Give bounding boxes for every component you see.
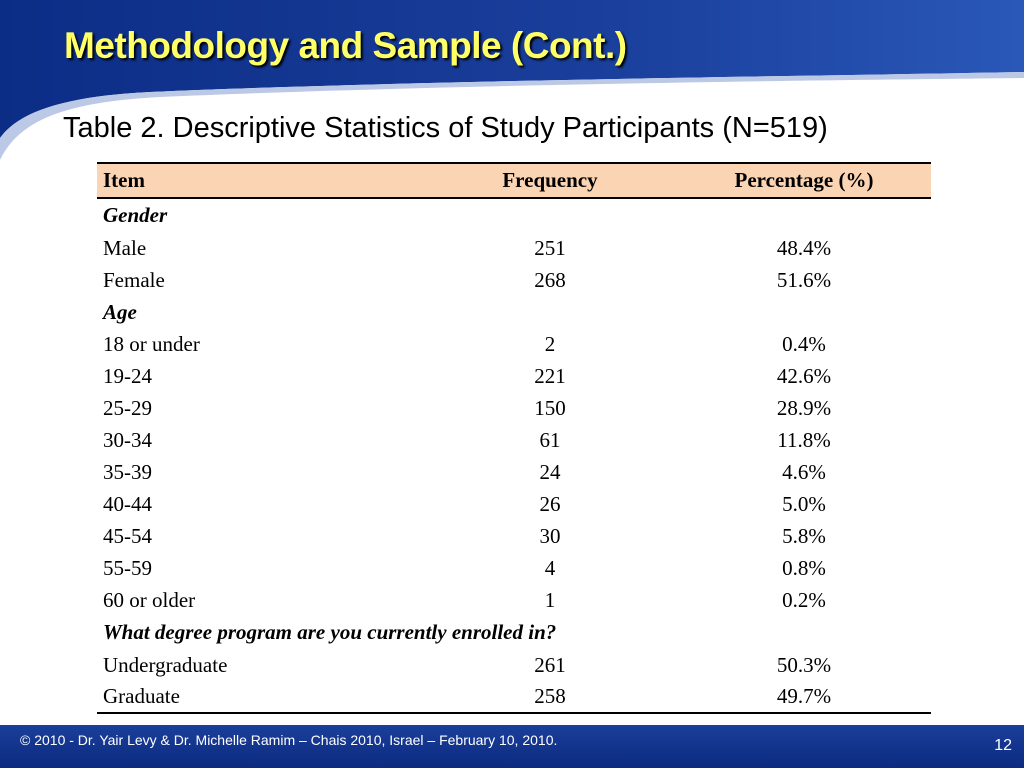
table-row: Graduate 258 49.7% (97, 681, 931, 714)
row-item: 35-39 (103, 459, 152, 484)
row-frequency: 61 (539, 427, 561, 452)
table-row: 30-34 61 11.8% (97, 424, 931, 456)
table-row: 25-29 150 28.9% (97, 392, 931, 424)
footer-bar (0, 725, 1024, 768)
statistics-table-container: Item Frequency Percentage (%) Gender Mal… (97, 162, 931, 714)
row-frequency: 261 (534, 652, 566, 677)
table-row: 18 or under 2 0.4% (97, 328, 931, 360)
row-frequency: 24 (539, 459, 561, 484)
table-caption: Table 2. Descriptive Statistics of Study… (63, 112, 828, 144)
table-row: 19-24 221 42.6% (97, 360, 931, 392)
row-item: 25-29 (103, 395, 152, 420)
table-row: Undergraduate 261 50.3% (97, 649, 931, 681)
group-label: What degree program are you currently en… (103, 620, 557, 644)
row-percentage: 49.7% (677, 681, 931, 714)
row-item: 45-54 (103, 523, 152, 548)
row-percentage: 42.6% (776, 363, 832, 388)
row-percentage: 5.8% (782, 523, 826, 548)
row-item: 18 or under (103, 331, 200, 356)
header-frequency: Frequency (502, 168, 598, 192)
row-percentage: 48.4% (776, 235, 832, 260)
row-percentage: 5.0% (782, 491, 826, 516)
header-banner (0, 0, 1024, 160)
row-percentage: 0.2% (782, 587, 826, 612)
row-frequency: 268 (534, 268, 566, 292)
table-row: 45-54 30 5.8% (97, 520, 931, 552)
row-item: 55-59 (103, 555, 152, 580)
slide-title: Methodology and Sample (Cont.) (64, 25, 627, 66)
row-item: 19-24 (103, 363, 152, 388)
group-label: Age (103, 300, 137, 324)
header-percentage: Percentage (%) (734, 168, 874, 192)
row-frequency: 150 (534, 395, 566, 420)
group-row-gender: Gender (97, 198, 931, 232)
row-item: Undergraduate (103, 652, 228, 677)
row-item: 40-44 (103, 491, 152, 516)
table-row: 55-59 4 0.8% (97, 552, 931, 584)
statistics-table: Item Frequency Percentage (%) Gender Mal… (97, 162, 931, 714)
row-frequency: 26 (539, 491, 561, 516)
table-header-row: Item Frequency Percentage (%) (97, 163, 931, 198)
row-frequency: 221 (534, 363, 566, 388)
row-frequency: 30 (539, 523, 561, 548)
row-percentage: 28.9% (776, 395, 832, 420)
table-row: 35-39 24 4.6% (97, 456, 931, 488)
row-frequency: 2 (544, 331, 556, 356)
row-frequency: 4 (544, 555, 556, 580)
table-row: 40-44 26 5.0% (97, 488, 931, 520)
group-row-degree-program: What degree program are you currently en… (97, 616, 931, 649)
page-number: 12 (994, 737, 1012, 754)
row-frequency: 258 (423, 681, 677, 714)
row-frequency: 251 (534, 235, 566, 260)
table-row: 60 or older 1 0.2% (97, 584, 931, 616)
row-percentage: 4.6% (782, 459, 826, 484)
row-percentage: 50.3% (776, 652, 832, 677)
row-item: Graduate (97, 681, 423, 714)
row-item: Female (103, 268, 165, 292)
row-item: 30-34 (103, 427, 152, 452)
row-percentage: 11.8% (777, 427, 831, 452)
table-row: Male 251 48.4% (97, 232, 931, 264)
table-row: Female 268 51.6% (97, 264, 931, 296)
row-frequency: 1 (544, 587, 556, 612)
row-percentage: 0.8% (782, 555, 826, 580)
group-label: Gender (103, 203, 168, 227)
row-percentage: 0.4% (782, 331, 826, 356)
copyright-text: © 2010 - Dr. Yair Levy & Dr. Michelle Ra… (20, 732, 558, 748)
row-percentage: 51.6% (776, 268, 832, 292)
group-row-age: Age (97, 296, 931, 328)
row-item: Male (103, 235, 147, 260)
header-item: Item (103, 168, 145, 192)
row-item: 60 or older (103, 587, 196, 612)
